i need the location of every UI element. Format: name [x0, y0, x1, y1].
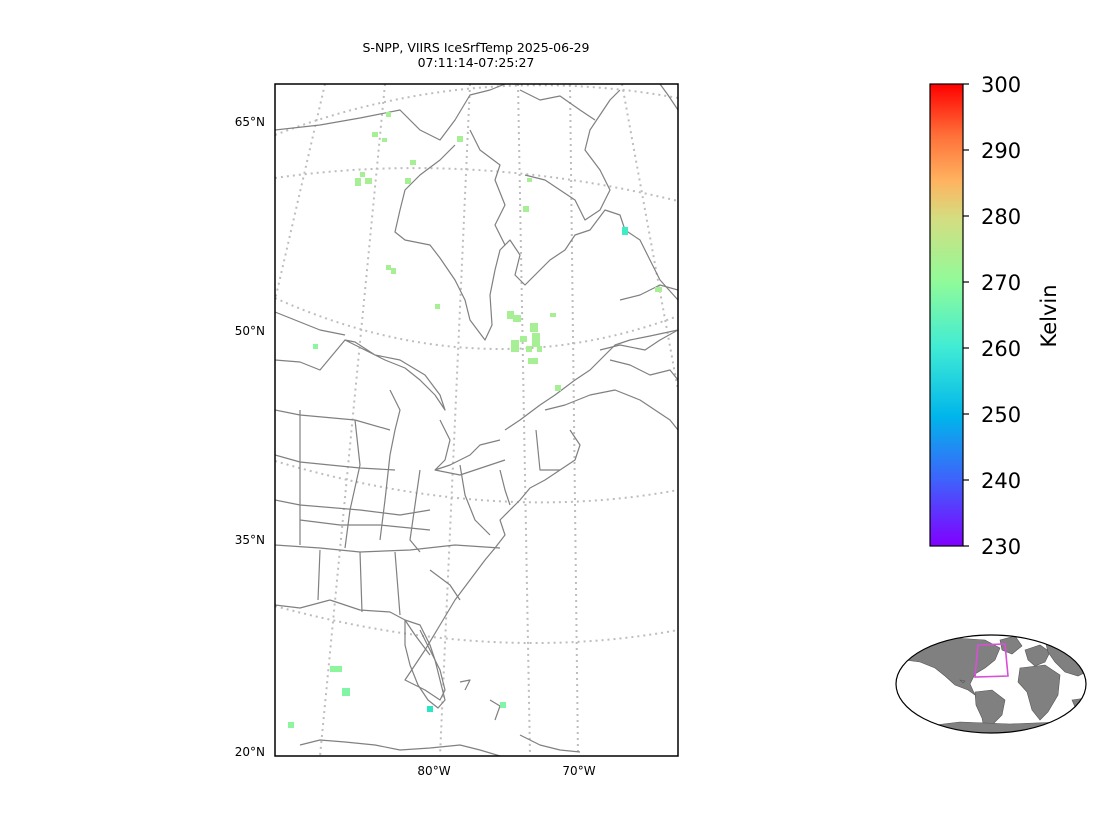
meridian-90w	[275, 84, 326, 301]
lake-huron	[434, 419, 501, 471]
lat-label-50n: 50°N	[235, 324, 265, 338]
map-title-line-1: S-NPP, VIIRS IceSrfTemp 2025-06-29	[362, 40, 590, 55]
parallel-30n	[275, 605, 678, 645]
meridian-70w	[569, 84, 579, 756]
meridian-65w	[621, 84, 678, 391]
lat-label-65n: 65°N	[235, 115, 265, 129]
inset-globe	[895, 634, 1087, 734]
meridian-75w	[517, 84, 531, 756]
colorbar-ticks	[963, 83, 969, 547]
map-title: S-NPP, VIIRS IceSrfTemp 2025-06-29 07:11…	[276, 40, 676, 70]
colorbar-tick-230: 230	[981, 535, 1021, 559]
map-title-line-2: 07:11:14-07:25:27	[417, 55, 535, 70]
colorbar-tick-250: 250	[981, 403, 1021, 427]
colorbar-gradient	[929, 83, 964, 547]
coastlines	[275, 84, 678, 756]
map-frame	[274, 83, 679, 757]
meridian-80w	[439, 84, 471, 756]
colorbar-tick-240: 240	[981, 469, 1021, 493]
lon-label-70w: 70°W	[562, 764, 595, 778]
lake-michigan	[389, 389, 401, 456]
colorbar: 300 290 280 270 260 250 240 230 Kelvin	[929, 73, 1061, 559]
parallel-60n	[275, 167, 678, 202]
ice-surface-temperature-pixels	[288, 112, 662, 728]
inset-globe-outline	[895, 634, 1087, 734]
colorbar-tick-270: 270	[981, 271, 1021, 295]
lat-label-20n: 20°N	[235, 745, 265, 759]
colorbar-tick-290: 290	[981, 139, 1021, 163]
parallel-50n	[275, 297, 678, 350]
parallel-65n	[275, 84, 678, 136]
cuba	[299, 739, 501, 756]
lake-superior	[344, 339, 446, 411]
latitude-labels: 65°N 50°N 35°N 20°N	[235, 115, 265, 759]
lon-label-80w: 80°W	[417, 764, 450, 778]
colorbar-label: Kelvin	[1037, 284, 1061, 347]
florida	[404, 619, 446, 709]
colorbar-tick-260: 260	[981, 337, 1021, 361]
longitude-labels: 80°W 70°W	[417, 764, 595, 778]
lat-label-35n: 35°N	[235, 533, 265, 547]
colorbar-tick-300: 300	[981, 73, 1021, 97]
colorbar-tick-280: 280	[981, 205, 1021, 229]
lake-erie	[434, 459, 506, 476]
inset-region-highlight	[974, 643, 1009, 678]
map-panel	[274, 83, 679, 757]
